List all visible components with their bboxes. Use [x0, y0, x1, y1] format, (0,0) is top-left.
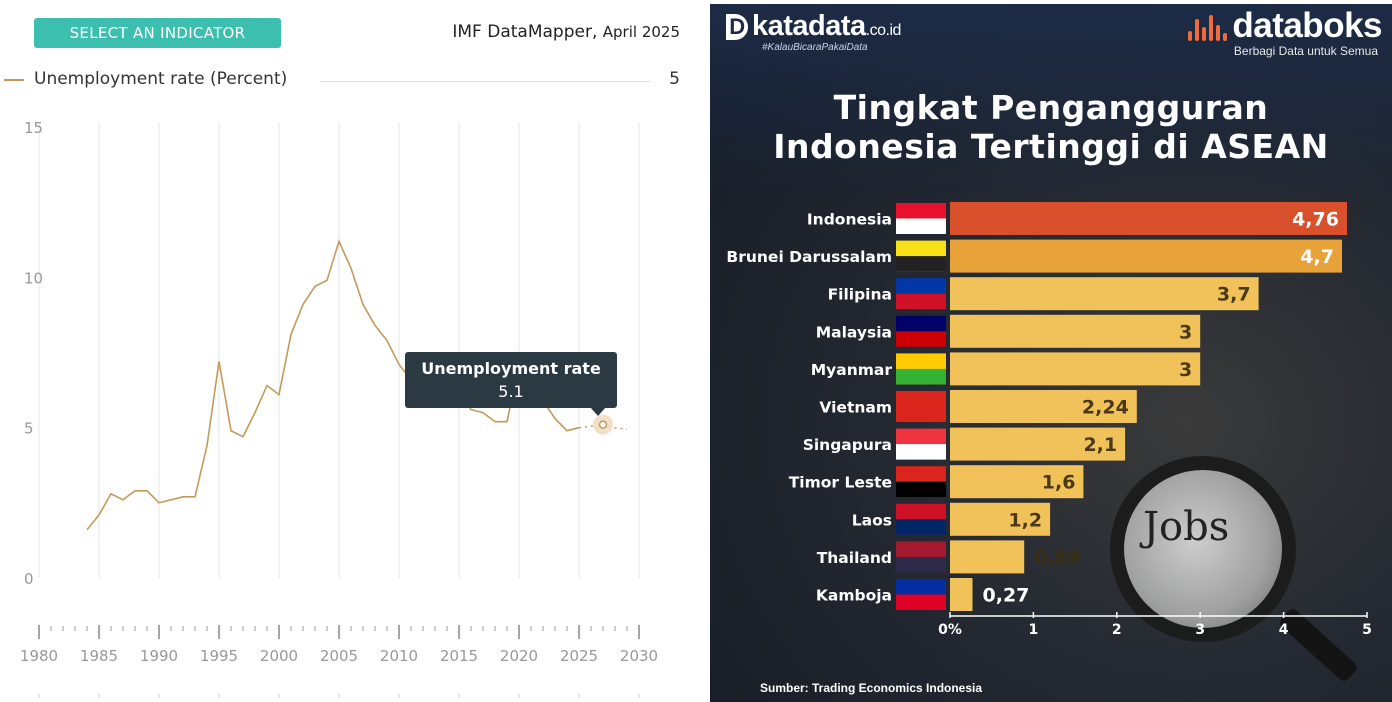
- bar: [950, 427, 1126, 461]
- databoks-tagline: Berbagi Data untuk Semua: [1233, 44, 1378, 58]
- y-tick-label: 10: [24, 269, 43, 287]
- x-tick-label: 0%: [938, 622, 962, 638]
- y-tick-label: 15: [24, 119, 43, 137]
- legend-label: Unemployment rate (Percent): [34, 69, 288, 89]
- legend-value: 5: [669, 69, 680, 89]
- y-tick-label: 5: [24, 420, 34, 438]
- flag-icon-stripe: [896, 519, 946, 535]
- bar: [950, 239, 1342, 273]
- x-tick-label: 2025: [560, 647, 598, 665]
- flag-icon-stripe: [896, 368, 946, 385]
- bar: [950, 578, 973, 611]
- tooltip-pointer: [590, 407, 606, 416]
- value-label: 1,6: [1042, 472, 1076, 494]
- legend-divider: [320, 81, 650, 82]
- flag-icon-stripe: [896, 406, 946, 422]
- katadata-suffix: .co.id: [865, 22, 902, 39]
- x-tick-label: 3: [1195, 622, 1205, 638]
- bar: [950, 540, 1025, 574]
- bar: [950, 277, 1259, 311]
- source-name: IMF DataMapper,: [452, 22, 598, 42]
- x-tick-label: 2030: [620, 647, 658, 665]
- category-label: Singapura: [803, 436, 892, 454]
- flag-icon-stripe: [896, 218, 946, 234]
- value-label: 3,7: [1217, 284, 1251, 306]
- infographic-title-line1: Tingkat Pengangguran: [833, 88, 1269, 127]
- flag-icon-stripe: [896, 444, 946, 460]
- imf-source-title: IMF DataMapper, April 2025: [452, 22, 680, 42]
- x-tick-label: 4: [1279, 622, 1289, 638]
- tooltip-title: Unemployment rate: [421, 359, 601, 378]
- unemployment-line-chart[interactable]: 0 5 10 15 1980 1985 1990 1995 2000 2005 2010 2015 20…: [0, 0, 700, 702]
- category-label: Malaysia: [816, 323, 892, 341]
- source-date: April 2025: [602, 23, 680, 41]
- header-background: [710, 4, 1392, 204]
- flag-icon-stripe: [896, 293, 946, 310]
- x-tick-label: 2010: [380, 647, 418, 665]
- flag-icon-stripe: [896, 481, 946, 498]
- magnifier-text: Jobs: [1143, 504, 1230, 550]
- category-label: Kamboja: [816, 587, 892, 605]
- category-label: Filipina: [828, 286, 892, 304]
- category-label: Timor Leste: [789, 474, 892, 492]
- category-label: Thailand: [817, 549, 892, 567]
- katadata-name: katadata: [752, 10, 866, 42]
- x-tick-label: 1990: [140, 647, 178, 665]
- bar: [950, 390, 1137, 423]
- x-tick-label: 2015: [440, 647, 478, 665]
- legend-row[interactable]: Unemployment rate (Percent) 5: [4, 66, 680, 94]
- katadata-tagline: #KalauBicaraPakaiData: [762, 42, 868, 53]
- value-label: 0,27: [983, 585, 1030, 607]
- y-tick-label: 0: [24, 570, 34, 588]
- value-label: 2,1: [1083, 434, 1117, 456]
- x-tick-label: 1: [1029, 622, 1039, 638]
- x-tick-label: 2000: [260, 647, 298, 665]
- bar: [950, 352, 1201, 386]
- value-label: 3: [1179, 359, 1192, 381]
- imf-datamapper-panel: SELECT AN INDICATOR IMF DataMapper, Apri…: [0, 0, 700, 702]
- infographic-title-line2: Indonesia Tertinggi di ASEAN: [773, 127, 1329, 166]
- x-tick-label: 5: [1362, 622, 1372, 638]
- bar: [950, 465, 1084, 499]
- select-indicator-button[interactable]: SELECT AN INDICATOR: [34, 18, 281, 48]
- category-label: Vietnam: [819, 399, 892, 417]
- chart-tooltip: Unemployment rate 5.1: [405, 352, 617, 408]
- category-label: Myanmar: [811, 361, 893, 379]
- flag-icon-stripe: [896, 256, 946, 272]
- flag-icon-stripe: [896, 556, 946, 573]
- category-label: Laos: [852, 511, 892, 529]
- flag-icon-stripe: [896, 331, 946, 347]
- katadata-d-icon: D: [726, 14, 748, 41]
- category-label: Brunei Darussalam: [726, 248, 892, 266]
- x-tick-label: 1980: [20, 647, 58, 665]
- x-tick-label: 2020: [500, 647, 538, 665]
- asean-unemployment-bar-chart: 0% 1 2 3 4 5 Indonesia 4,76 Brunei Darussalam 4,7…: [726, 202, 1372, 638]
- x-tick-label: 1995: [200, 647, 238, 665]
- category-label: Indonesia: [807, 211, 892, 229]
- databoks-name: databoks: [1232, 6, 1382, 45]
- databoks-logo: databoks: [1188, 6, 1382, 46]
- value-label: 2,24: [1082, 397, 1129, 419]
- bar: [950, 502, 1051, 536]
- databoks-bars-icon: [1188, 13, 1228, 43]
- bar: [950, 202, 1347, 235]
- legend-swatch: [4, 79, 24, 81]
- flag-icon-stripe: [896, 594, 946, 610]
- value-label: 0,89: [1034, 547, 1081, 569]
- value-label: 4,7: [1300, 246, 1334, 268]
- x-tick-label: 1985: [80, 647, 118, 665]
- bar: [950, 314, 1201, 348]
- series-line: [86, 239, 580, 531]
- tooltip-value: 5.1: [498, 382, 524, 401]
- source-note: Sumber: Trading Economics Indonesia: [760, 681, 983, 695]
- x-tick-label: 2005: [320, 647, 358, 665]
- value-label: 4,76: [1292, 209, 1339, 231]
- value-label: 3: [1179, 321, 1192, 343]
- x-tick-label: 2: [1112, 622, 1122, 638]
- highlight-point: [598, 420, 608, 429]
- value-label: 1,2: [1008, 509, 1042, 531]
